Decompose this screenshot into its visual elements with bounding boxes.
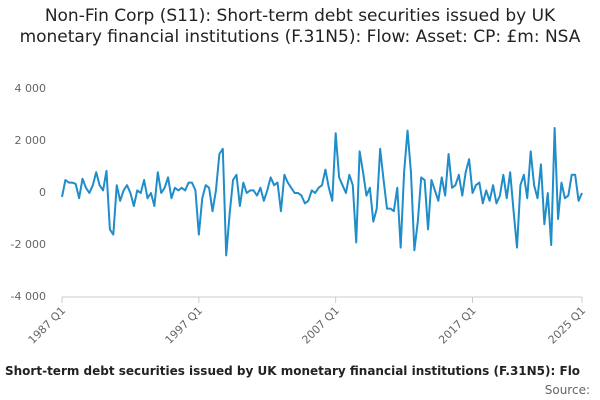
line — [61, 127, 583, 257]
caption: Short-term debt securities issued by UK … — [5, 364, 581, 378]
y-tick-label: 2 000 — [15, 134, 47, 147]
x-tick-label: 2017 Q1 — [436, 304, 479, 347]
x-tick-label: 1997 Q1 — [163, 304, 206, 347]
chart-title: Non-Fin Corp (S11): Short-term debt secu… — [19, 6, 581, 47]
y-tick-label: -2 000 — [11, 238, 46, 251]
source: Source: — [544, 383, 590, 397]
x-tick-label: 1987 Q1 — [26, 304, 69, 347]
y-tick-label: -4 000 — [11, 290, 46, 303]
y-tick-label: 4 000 — [15, 82, 47, 95]
y-tick-label: 0 — [39, 186, 46, 199]
x-tick-label: 2007 Q1 — [299, 304, 342, 347]
x-tick-label: 2025 Q1 — [546, 304, 589, 347]
